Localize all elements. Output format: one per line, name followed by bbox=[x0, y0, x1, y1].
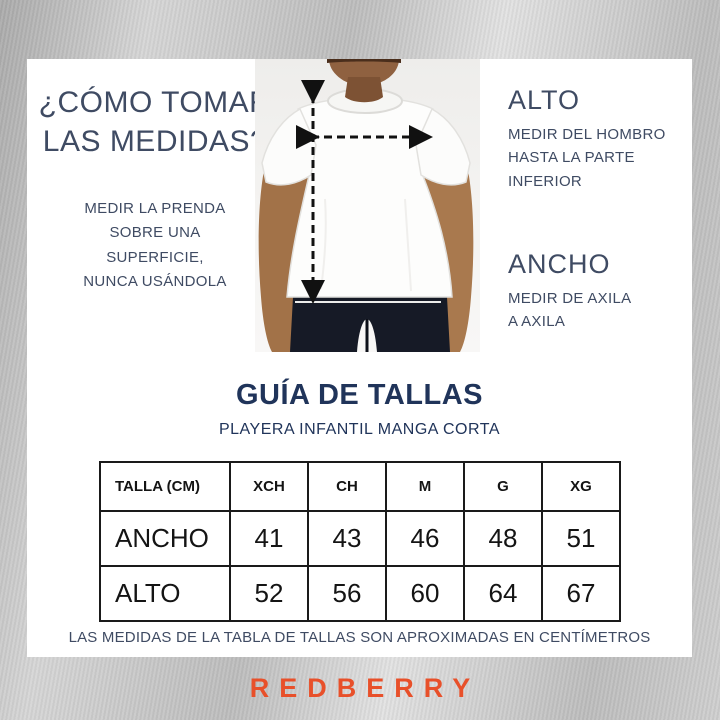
size-table-header-m: M bbox=[385, 461, 465, 512]
size-table-header-row: TALLA (CM) XCH CH M G XG bbox=[99, 461, 621, 512]
measuring-note-line3: SUPERFICIE, bbox=[106, 248, 204, 266]
size-table-header-talla: TALLA (CM) bbox=[99, 461, 231, 512]
alto-measure-info: ALTO MEDIR DEL HOMBRO HASTA LA PARTE INF… bbox=[508, 85, 688, 193]
alto-desc-line3: INFERIOR bbox=[508, 172, 583, 190]
child-hair bbox=[327, 59, 401, 63]
row-label-ancho: ANCHO bbox=[99, 510, 231, 567]
footer-brand-bar: REDBERRY bbox=[0, 657, 720, 720]
alto-desc-line1: MEDIR DEL HOMBRO bbox=[508, 126, 666, 143]
ancho-xch-value: 41 bbox=[229, 510, 309, 567]
jeans bbox=[290, 297, 450, 352]
size-table-header-ch: CH bbox=[307, 461, 387, 512]
child-face bbox=[329, 59, 399, 86]
ancho-xg-value: 51 bbox=[541, 510, 621, 567]
measuring-note: MEDIR LA PRENDA SOBRE UNA SUPERFICIE, NU… bbox=[35, 197, 275, 294]
alto-m-value: 60 bbox=[385, 565, 465, 622]
size-guide-subtitle: PLAYERA INFANTIL MANGA CORTA bbox=[218, 421, 501, 438]
size-table-header-g: G bbox=[463, 461, 543, 512]
measuring-note-line4: NUNCA USÁNDOLA bbox=[83, 272, 227, 290]
ancho-label: ANCHO bbox=[508, 248, 611, 279]
alto-label: ALTO bbox=[508, 85, 581, 115]
alto-description: MEDIR DEL HOMBRO HASTA LA PARTE INFERIOR bbox=[508, 123, 688, 193]
ancho-desc-line2: A AXILA bbox=[508, 313, 566, 330]
how-to-measure-title-line1: ¿CÓMO TOMAR bbox=[38, 86, 272, 119]
ancho-desc-line1: MEDIR DE AXILA bbox=[508, 289, 632, 307]
child-tshirt-illustration bbox=[255, 59, 480, 352]
alto-xch-value: 52 bbox=[229, 565, 309, 622]
alto-desc-line2: HASTA LA PARTE bbox=[508, 149, 635, 167]
measure-definitions-section: ALTO MEDIR DEL HOMBRO HASTA LA PARTE INF… bbox=[508, 85, 688, 333]
alto-ch-value: 56 bbox=[307, 565, 387, 622]
ancho-g-value: 48 bbox=[463, 510, 543, 567]
how-to-measure-section: ¿CÓMO TOMAR LAS MEDIDAS? MEDIR LA PRENDA… bbox=[35, 83, 275, 294]
size-table: TALLA (CM) XCH CH M G XG ANCHO 41 43 46 … bbox=[99, 461, 621, 622]
alto-xg-value: 67 bbox=[541, 565, 621, 622]
how-to-measure-title-line2: LAS MEDIDAS? bbox=[42, 125, 268, 158]
size-table-footnote: LAS MEDIDAS DE LA TABLA DE TALLAS SON AP… bbox=[68, 629, 651, 646]
size-table-row-ancho: ANCHO 41 43 46 48 51 bbox=[99, 510, 621, 567]
row-label-alto: ALTO bbox=[99, 565, 231, 622]
ancho-description: MEDIR DE AXILA A AXILA bbox=[508, 287, 688, 334]
alto-g-value: 64 bbox=[463, 565, 543, 622]
size-table-row-alto: ALTO 52 56 60 64 67 bbox=[99, 565, 621, 622]
child-tshirt-photo bbox=[255, 59, 480, 352]
size-guide-title: GUÍA DE TALLAS bbox=[235, 379, 484, 411]
child-neck bbox=[345, 77, 383, 103]
ancho-m-value: 46 bbox=[385, 510, 465, 567]
ancho-ch-value: 43 bbox=[307, 510, 387, 567]
ancho-measure-info: ANCHO MEDIR DE AXILA A AXILA bbox=[508, 249, 688, 334]
brand-wordmark: REDBERRY bbox=[249, 673, 481, 703]
measuring-note-line2: SOBRE UNA bbox=[109, 224, 201, 242]
size-table-header-xg: XG bbox=[541, 461, 621, 512]
how-to-measure-title: ¿CÓMO TOMAR LAS MEDIDAS? bbox=[35, 83, 275, 161]
measuring-note-line1: MEDIR LA PRENDA bbox=[84, 200, 226, 217]
content-card: ¿CÓMO TOMAR LAS MEDIDAS? MEDIR LA PRENDA… bbox=[27, 59, 692, 657]
size-table-header-xch: XCH bbox=[229, 461, 309, 512]
